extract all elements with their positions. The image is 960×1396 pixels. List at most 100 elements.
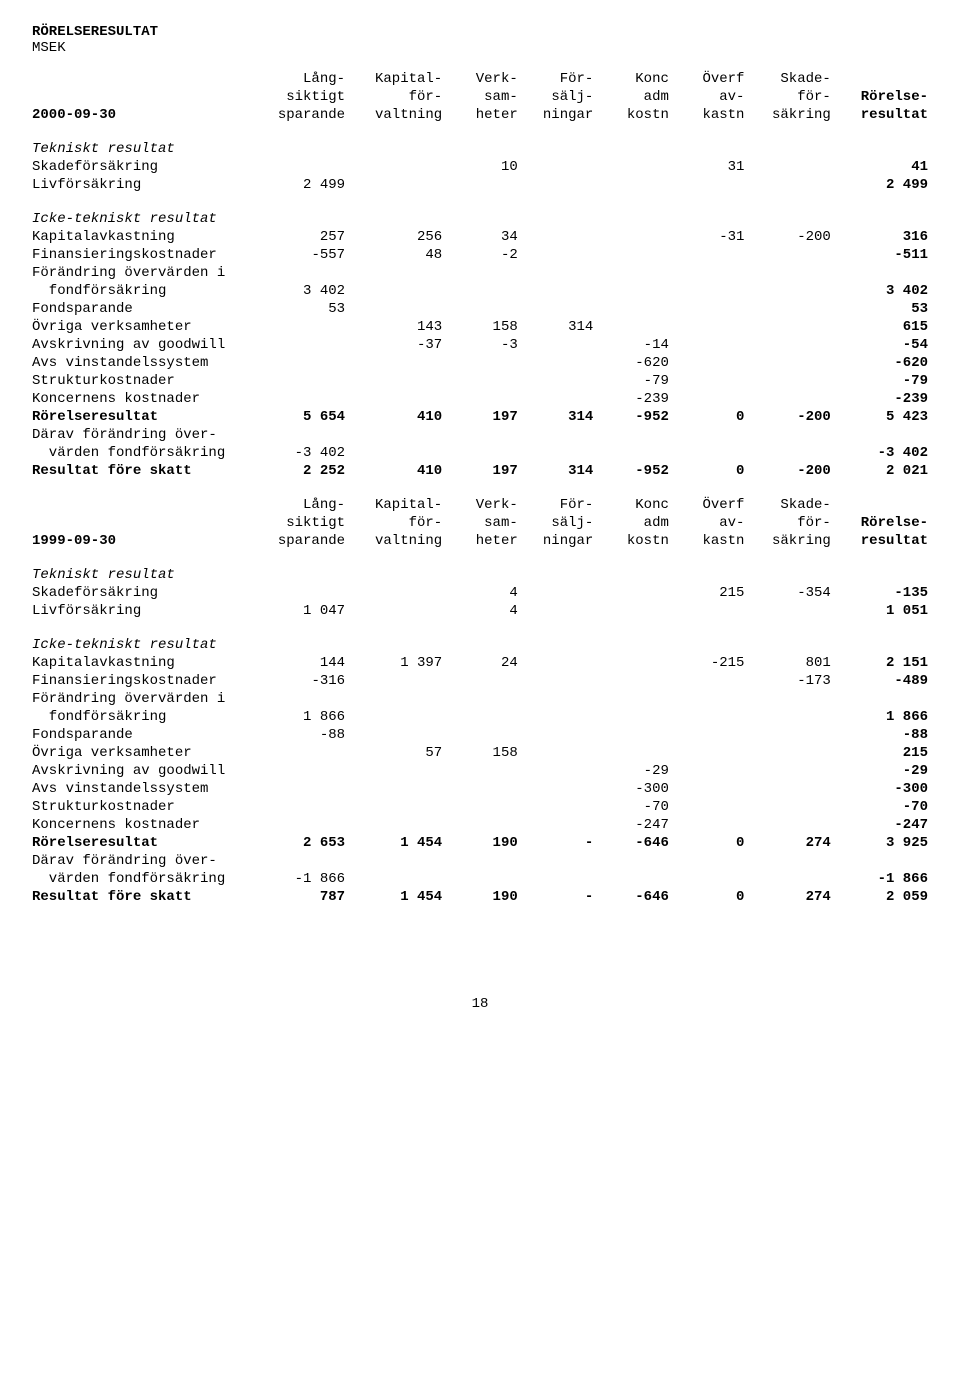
cell: Skadeförsäkring: [32, 158, 259, 176]
cell: 215: [669, 584, 745, 602]
cell: [669, 390, 745, 408]
cell: Koncernens kostnader: [32, 816, 259, 834]
cell: värden fondförsäkring: [32, 444, 259, 462]
table-row: Strukturkostnader-79-79: [32, 372, 928, 390]
cell: sam-: [442, 88, 518, 106]
cell: Icke-tekniskt resultat: [32, 210, 928, 228]
cell: 2 499: [831, 176, 928, 194]
cell: -646: [593, 888, 669, 906]
spacer: [32, 550, 928, 566]
cell: -511: [831, 246, 928, 264]
cell: 410: [345, 408, 442, 426]
cell: [518, 672, 594, 690]
cell: [442, 300, 518, 318]
cell: -88: [259, 726, 345, 744]
cell: 801: [744, 654, 830, 672]
cell: 10: [442, 158, 518, 176]
cell: [442, 726, 518, 744]
cell: [518, 852, 594, 870]
cell: [669, 708, 745, 726]
cell: -29: [831, 762, 928, 780]
page-title: RÖRELSERESULTAT: [32, 24, 928, 40]
table-row: Rörelseresultat5 654410197314-9520-2005 …: [32, 408, 928, 426]
cell: 274: [744, 834, 830, 852]
cell: Livförsäkring: [32, 176, 259, 194]
cell: [518, 780, 594, 798]
cell: [345, 264, 442, 282]
cell: kastn: [669, 106, 745, 124]
spacer: [32, 194, 928, 210]
cell: Förändring övervärden i: [32, 264, 259, 282]
table-row: [32, 480, 928, 496]
cell: [669, 264, 745, 282]
cell: 143: [345, 318, 442, 336]
table-row: värden fondförsäkring-3 402-3 402: [32, 444, 928, 462]
cell: [345, 354, 442, 372]
cell: adm: [593, 514, 669, 532]
cell: Överf: [669, 496, 745, 514]
cell: 2 021: [831, 462, 928, 480]
cell: Koncernens kostnader: [32, 390, 259, 408]
table-row: Icke-tekniskt resultat: [32, 636, 928, 654]
table-row: [32, 620, 928, 636]
cell: 0: [669, 408, 745, 426]
cell: [345, 690, 442, 708]
cell: [518, 744, 594, 762]
cell: [518, 372, 594, 390]
cell: [669, 176, 745, 194]
cell: [593, 264, 669, 282]
cell: 615: [831, 318, 928, 336]
cell: [518, 228, 594, 246]
cell: [345, 726, 442, 744]
cell: -247: [593, 816, 669, 834]
cell: [669, 426, 745, 444]
cell: kostn: [593, 106, 669, 124]
cell: För-: [518, 496, 594, 514]
cell: [593, 726, 669, 744]
cell: [345, 852, 442, 870]
table-row: Finansieringskostnader-316-173-489: [32, 672, 928, 690]
table-row: Lång-Kapital-Verk-För-KoncÖverfSkade-: [32, 496, 928, 514]
table-row: fondförsäkring3 4023 402: [32, 282, 928, 300]
cell: Kapitalavkastning: [32, 228, 259, 246]
cell: -646: [593, 834, 669, 852]
cell: [744, 870, 830, 888]
cell: [593, 228, 669, 246]
cell: [518, 390, 594, 408]
cell: [744, 726, 830, 744]
cell: 787: [259, 888, 345, 906]
cell: 1 397: [345, 654, 442, 672]
cell: [744, 318, 830, 336]
table-row: Finansieringskostnader-55748-2-511: [32, 246, 928, 264]
cell: [518, 870, 594, 888]
cell: sam-: [442, 514, 518, 532]
cell: ningar: [518, 532, 594, 550]
cell: [442, 372, 518, 390]
cell: Strukturkostnader: [32, 372, 259, 390]
cell: Överf: [669, 70, 745, 88]
cell: [518, 354, 594, 372]
cell: 1 454: [345, 834, 442, 852]
cell: [32, 496, 259, 514]
cell: Kapitalavkastning: [32, 654, 259, 672]
cell: valtning: [345, 106, 442, 124]
cell: 34: [442, 228, 518, 246]
cell: [593, 744, 669, 762]
cell: [593, 690, 669, 708]
cell: 314: [518, 318, 594, 336]
cell: [259, 798, 345, 816]
table-row: Förändring övervärden i: [32, 690, 928, 708]
cell: [345, 176, 442, 194]
cell: fondförsäkring: [32, 708, 259, 726]
cell: 410: [345, 462, 442, 480]
cell: [669, 870, 745, 888]
cell: -37: [345, 336, 442, 354]
cell: [669, 444, 745, 462]
cell: [442, 444, 518, 462]
cell: [442, 708, 518, 726]
cell: -135: [831, 584, 928, 602]
cell: 197: [442, 408, 518, 426]
cell: [442, 798, 518, 816]
cell: [744, 372, 830, 390]
cell: [744, 390, 830, 408]
